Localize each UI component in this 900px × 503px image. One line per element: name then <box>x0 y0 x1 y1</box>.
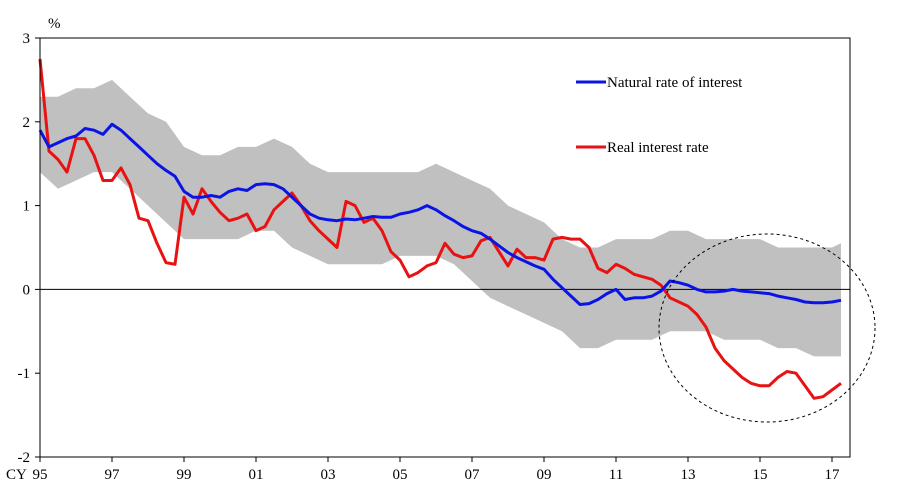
y-tick-label: -2 <box>18 450 31 466</box>
y-axis: -2 -1 0 1 2 3 <box>18 31 40 466</box>
x-axis-prefix-label: CY <box>6 467 27 483</box>
x-tick-label: 99 <box>177 467 192 483</box>
natural-rate-line <box>38 122 842 306</box>
x-axis: 95 97 99 01 03 05 07 09 11 13 15 17 <box>33 457 841 483</box>
y-tick-label: 2 <box>23 115 31 131</box>
x-tick-label: 11 <box>609 467 623 483</box>
x-tick-label: 07 <box>465 467 481 483</box>
confidence-band <box>40 79 841 357</box>
legend-label-real-rate: Real interest rate <box>607 140 709 156</box>
y-tick-label: 1 <box>23 199 31 215</box>
series-layer <box>38 58 842 400</box>
x-tick-label: 17 <box>825 467 841 483</box>
x-tick-label: 01 <box>249 467 264 483</box>
confidence-band-layer <box>40 79 841 357</box>
y-tick-label: 0 <box>23 282 31 298</box>
y-axis-unit-label: % <box>48 16 61 32</box>
y-tick-label: -1 <box>18 366 31 382</box>
x-tick-label: 09 <box>537 467 552 483</box>
real-rate-line <box>38 58 842 400</box>
plot-frame <box>39 37 851 458</box>
x-tick-label: 13 <box>681 467 696 483</box>
legend: Natural rate of interest Real interest r… <box>576 75 743 156</box>
x-tick-label: 03 <box>321 467 336 483</box>
x-tick-label: 95 <box>33 467 48 483</box>
x-tick-label: 97 <box>105 467 121 483</box>
y-tick-label: 3 <box>23 31 31 47</box>
x-tick-label: 15 <box>753 467 768 483</box>
x-tick-label: 05 <box>393 467 408 483</box>
legend-label-natural-rate: Natural rate of interest <box>607 75 743 91</box>
highlight-circle <box>658 233 876 423</box>
